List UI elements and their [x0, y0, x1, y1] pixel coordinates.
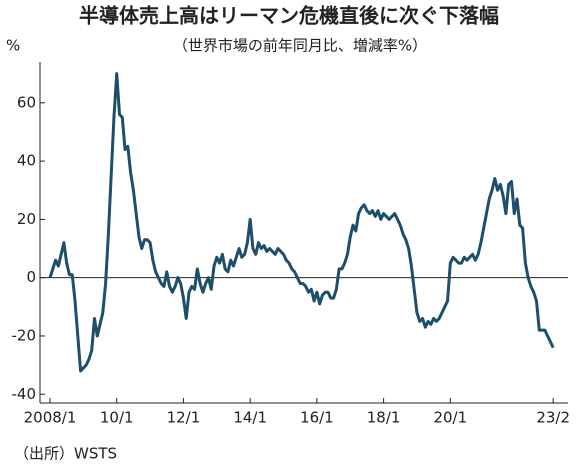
x-tick-label: 10/1: [100, 409, 134, 427]
y-tick-label: -20: [12, 326, 37, 344]
x-tick-label: 16/1: [300, 409, 334, 427]
x-tick-label: 23/2: [536, 409, 570, 427]
source: （出所）WSTS: [14, 445, 117, 463]
y-tick-label: -40: [12, 385, 37, 403]
y-tick-label: 60: [17, 93, 36, 111]
y-tick-label: 20: [17, 210, 36, 228]
x-tick-label: 12/1: [167, 409, 201, 427]
chart-subtitle: （世界市場の前年同月比、増減率%）: [173, 37, 427, 55]
y-tick-label: 40: [17, 152, 36, 170]
x-tick-label: 20/1: [433, 409, 467, 427]
y-axis-label: %: [6, 37, 20, 55]
data-line: [48, 72, 555, 373]
y-tick-label: 0: [26, 268, 36, 286]
x-tick-label: 2008/1: [24, 409, 77, 427]
chart-title: 半導体売上高はリーマン危機直後に次ぐ下落幅: [79, 4, 499, 28]
x-tick-label: 18/1: [367, 409, 401, 427]
x-tick-label: 14/1: [233, 409, 267, 427]
